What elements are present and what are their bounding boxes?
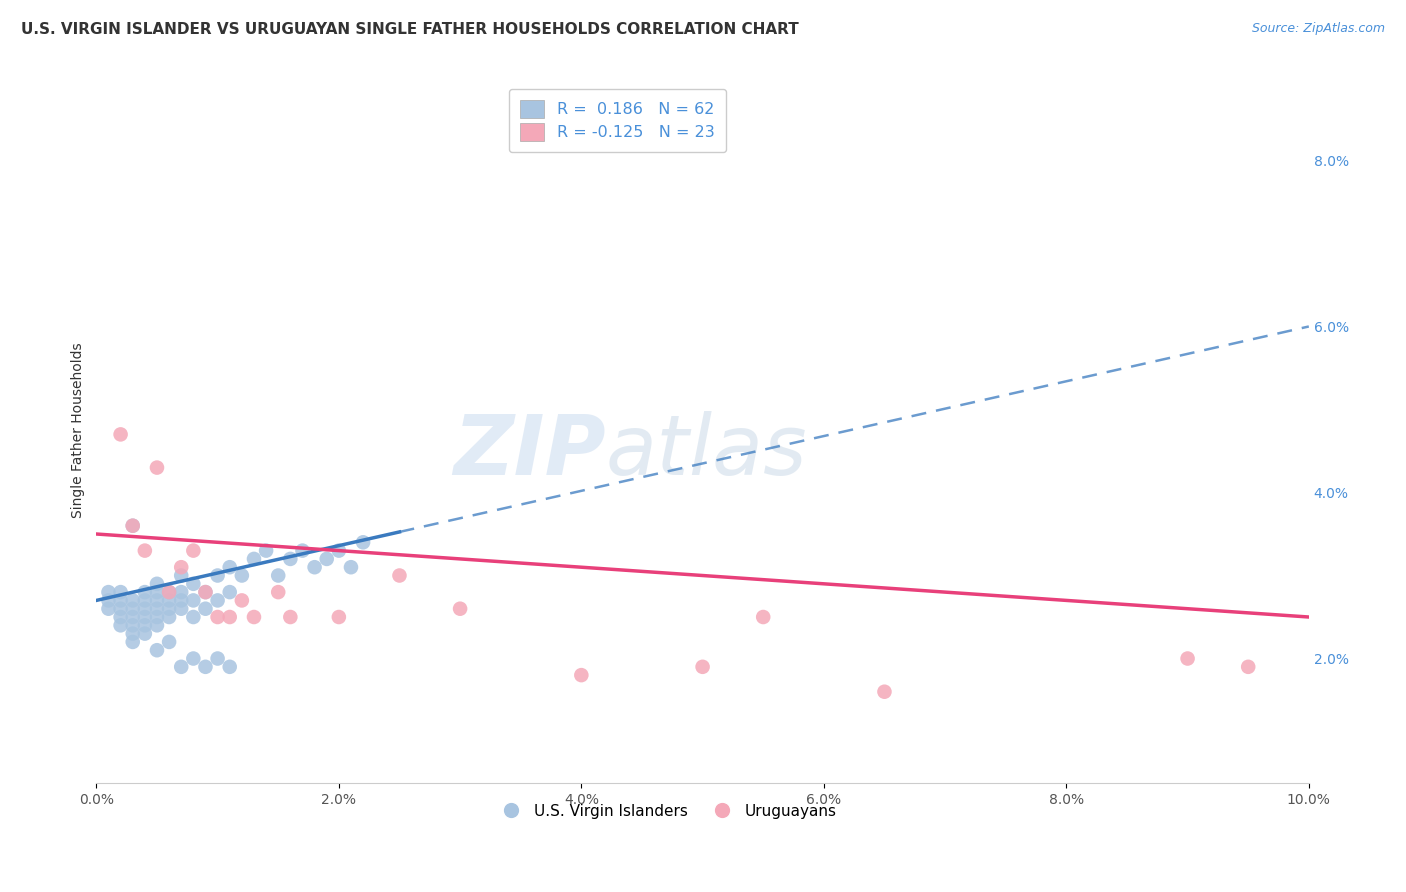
Point	[183, 610, 205, 624]
Point	[231, 593, 253, 607]
Point	[170, 585, 193, 599]
Point	[752, 610, 775, 624]
Legend: U.S. Virgin Islanders, Uruguayans: U.S. Virgin Islanders, Uruguayans	[489, 797, 842, 825]
Point	[291, 543, 314, 558]
Point	[110, 585, 132, 599]
Point	[1237, 660, 1260, 674]
Point	[134, 618, 156, 632]
Point	[97, 585, 120, 599]
Point	[157, 635, 180, 649]
Point	[183, 593, 205, 607]
Point	[873, 684, 896, 698]
Point	[146, 576, 169, 591]
Point	[692, 660, 714, 674]
Point	[121, 635, 143, 649]
Point	[134, 593, 156, 607]
Point	[207, 593, 229, 607]
Point	[157, 601, 180, 615]
Point	[146, 460, 169, 475]
Point	[183, 651, 205, 665]
Point	[231, 568, 253, 582]
Point	[110, 427, 132, 442]
Point	[146, 585, 169, 599]
Point	[243, 610, 266, 624]
Point	[121, 618, 143, 632]
Point	[183, 543, 205, 558]
Point	[243, 552, 266, 566]
Point	[254, 543, 277, 558]
Point	[134, 585, 156, 599]
Point	[157, 610, 180, 624]
Point	[170, 601, 193, 615]
Point	[121, 593, 143, 607]
Point	[170, 568, 193, 582]
Point	[1177, 651, 1199, 665]
Point	[328, 610, 350, 624]
Point	[328, 543, 350, 558]
Point	[207, 568, 229, 582]
Point	[146, 601, 169, 615]
Text: U.S. VIRGIN ISLANDER VS URUGUAYAN SINGLE FATHER HOUSEHOLDS CORRELATION CHART: U.S. VIRGIN ISLANDER VS URUGUAYAN SINGLE…	[21, 22, 799, 37]
Point	[207, 651, 229, 665]
Text: Source: ZipAtlas.com: Source: ZipAtlas.com	[1251, 22, 1385, 36]
Point	[157, 593, 180, 607]
Point	[134, 601, 156, 615]
Point	[569, 668, 592, 682]
Point	[183, 576, 205, 591]
Point	[352, 535, 374, 549]
Point	[170, 593, 193, 607]
Point	[97, 593, 120, 607]
Point	[97, 601, 120, 615]
Point	[146, 610, 169, 624]
Point	[218, 585, 240, 599]
Point	[157, 585, 180, 599]
Text: ZIP: ZIP	[453, 411, 606, 491]
Point	[121, 601, 143, 615]
Point	[388, 568, 411, 582]
Point	[449, 601, 471, 615]
Point	[194, 585, 217, 599]
Point	[110, 618, 132, 632]
Point	[134, 543, 156, 558]
Point	[121, 610, 143, 624]
Text: atlas: atlas	[606, 411, 807, 491]
Point	[218, 660, 240, 674]
Point	[110, 593, 132, 607]
Point	[304, 560, 326, 574]
Point	[218, 560, 240, 574]
Point	[110, 610, 132, 624]
Point	[146, 593, 169, 607]
Point	[218, 610, 240, 624]
Point	[170, 660, 193, 674]
Point	[280, 610, 302, 624]
Point	[194, 660, 217, 674]
Point	[121, 626, 143, 640]
Point	[134, 610, 156, 624]
Point	[194, 585, 217, 599]
Point	[110, 601, 132, 615]
Point	[340, 560, 363, 574]
Point	[267, 585, 290, 599]
Point	[194, 601, 217, 615]
Point	[146, 643, 169, 657]
Point	[157, 585, 180, 599]
Point	[134, 626, 156, 640]
Point	[315, 552, 337, 566]
Y-axis label: Single Father Households: Single Father Households	[72, 343, 86, 518]
Point	[170, 560, 193, 574]
Point	[146, 618, 169, 632]
Point	[267, 568, 290, 582]
Point	[207, 610, 229, 624]
Point	[121, 518, 143, 533]
Point	[121, 518, 143, 533]
Point	[280, 552, 302, 566]
